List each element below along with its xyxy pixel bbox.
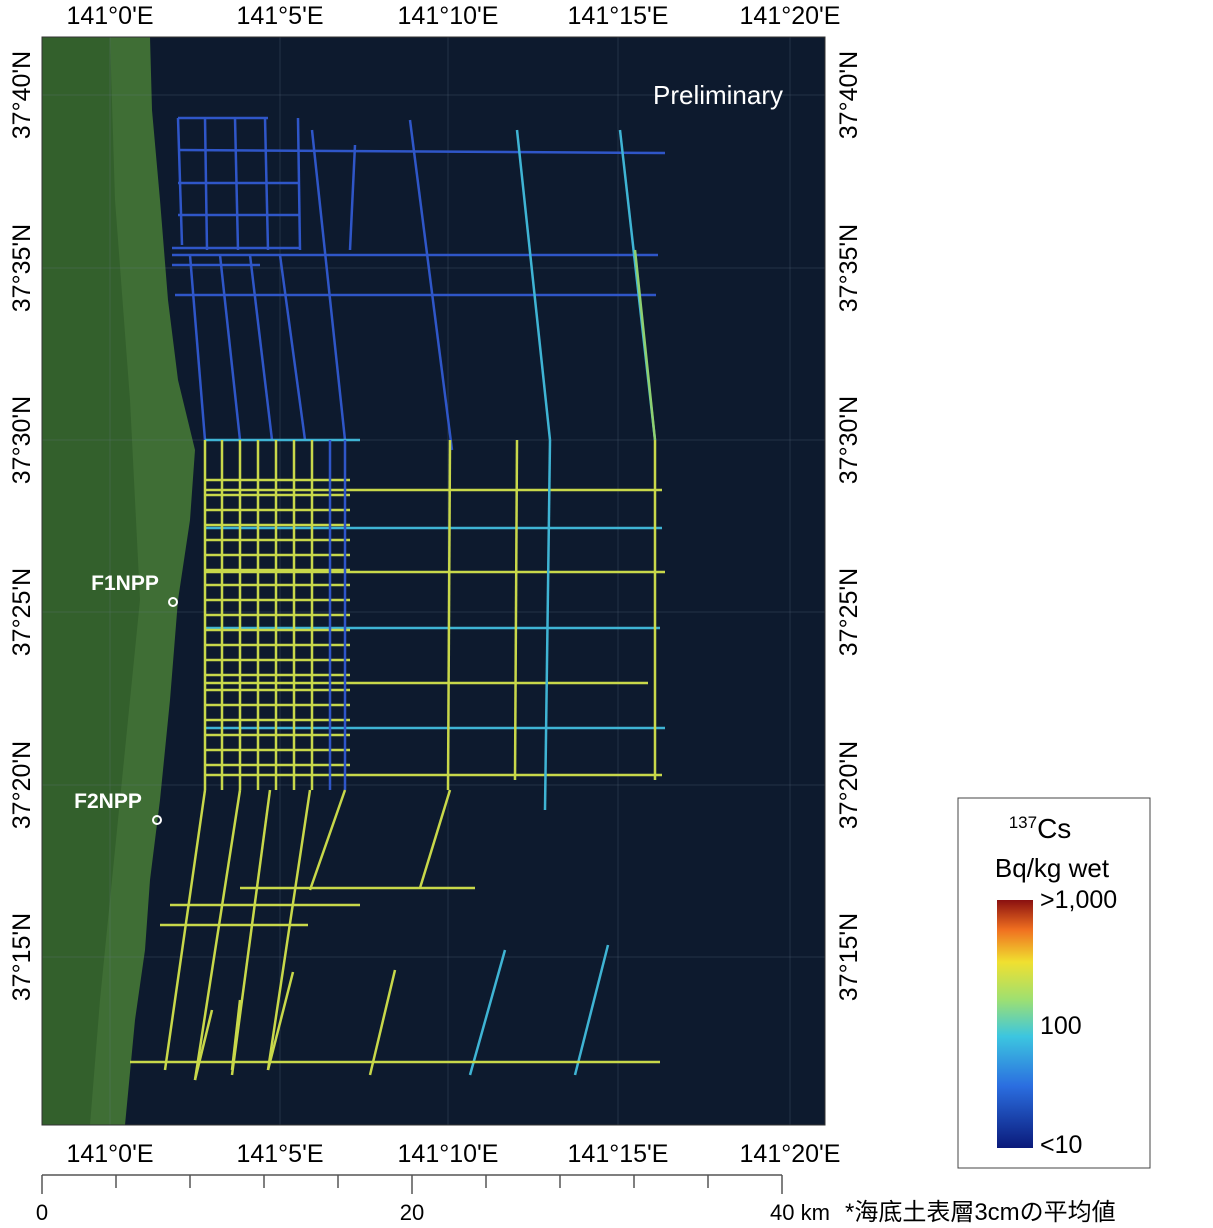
lon-label: 141°20'E [740, 2, 841, 30]
legend-min: <10 [1040, 1131, 1082, 1159]
lat-label: 37°25'N [8, 568, 36, 656]
lat-label: 37°30'N [8, 396, 36, 484]
watermark: Preliminary [653, 80, 783, 110]
lon-label: 141°10'E [398, 1140, 499, 1168]
lat-label: 37°15'N [835, 913, 863, 1001]
lon-label: 141°0'E [66, 2, 153, 30]
scale-label: 0 [36, 1200, 48, 1224]
legend-max: >1,000 [1040, 886, 1117, 914]
lat-label: 37°35'N [8, 224, 36, 312]
lon-label: 141°15'E [568, 2, 669, 30]
legend-isotope: Cs [1037, 813, 1071, 844]
lon-label: 141°5'E [236, 1140, 323, 1168]
site-label: F1NPP [91, 572, 159, 595]
scale-label: 20 [400, 1200, 424, 1224]
legend-isotope-mass: 137 [1009, 813, 1037, 832]
lat-label: 37°25'N [835, 568, 863, 656]
map-figure: Preliminary F1NPP F2NPP 141°0'E 141°0'E 14… [0, 0, 1213, 1224]
lon-label: 141°10'E [398, 2, 499, 30]
lat-label: 37°15'N [8, 913, 36, 1001]
page: Preliminary F1NPP F2NPP 141°0'E 141°0'E 14… [0, 0, 1213, 1228]
scale-bar: 0 20 40 km [36, 1175, 830, 1224]
lat-label: 37°40'N [835, 51, 863, 139]
scale-label: 40 km [770, 1200, 830, 1224]
lon-label: 141°5'E [236, 2, 323, 30]
lon-label: 141°15'E [568, 1140, 669, 1168]
lat-label: 37°20'N [8, 741, 36, 829]
lat-label: 37°40'N [8, 51, 36, 139]
lat-label: 37°35'N [835, 224, 863, 312]
site-label: F2NPP [74, 790, 142, 813]
lon-label: 141°20'E [740, 1140, 841, 1168]
lon-label: 141°0'E [66, 1140, 153, 1168]
legend-mid: 100 [1040, 1012, 1082, 1040]
color-bar [997, 900, 1033, 1148]
lat-label: 37°20'N [835, 741, 863, 829]
legend-unit: Bq/kg wet [995, 853, 1110, 883]
lat-label: 37°30'N [835, 396, 863, 484]
note: *海底土表層3cmの平均値 [845, 1199, 1116, 1224]
